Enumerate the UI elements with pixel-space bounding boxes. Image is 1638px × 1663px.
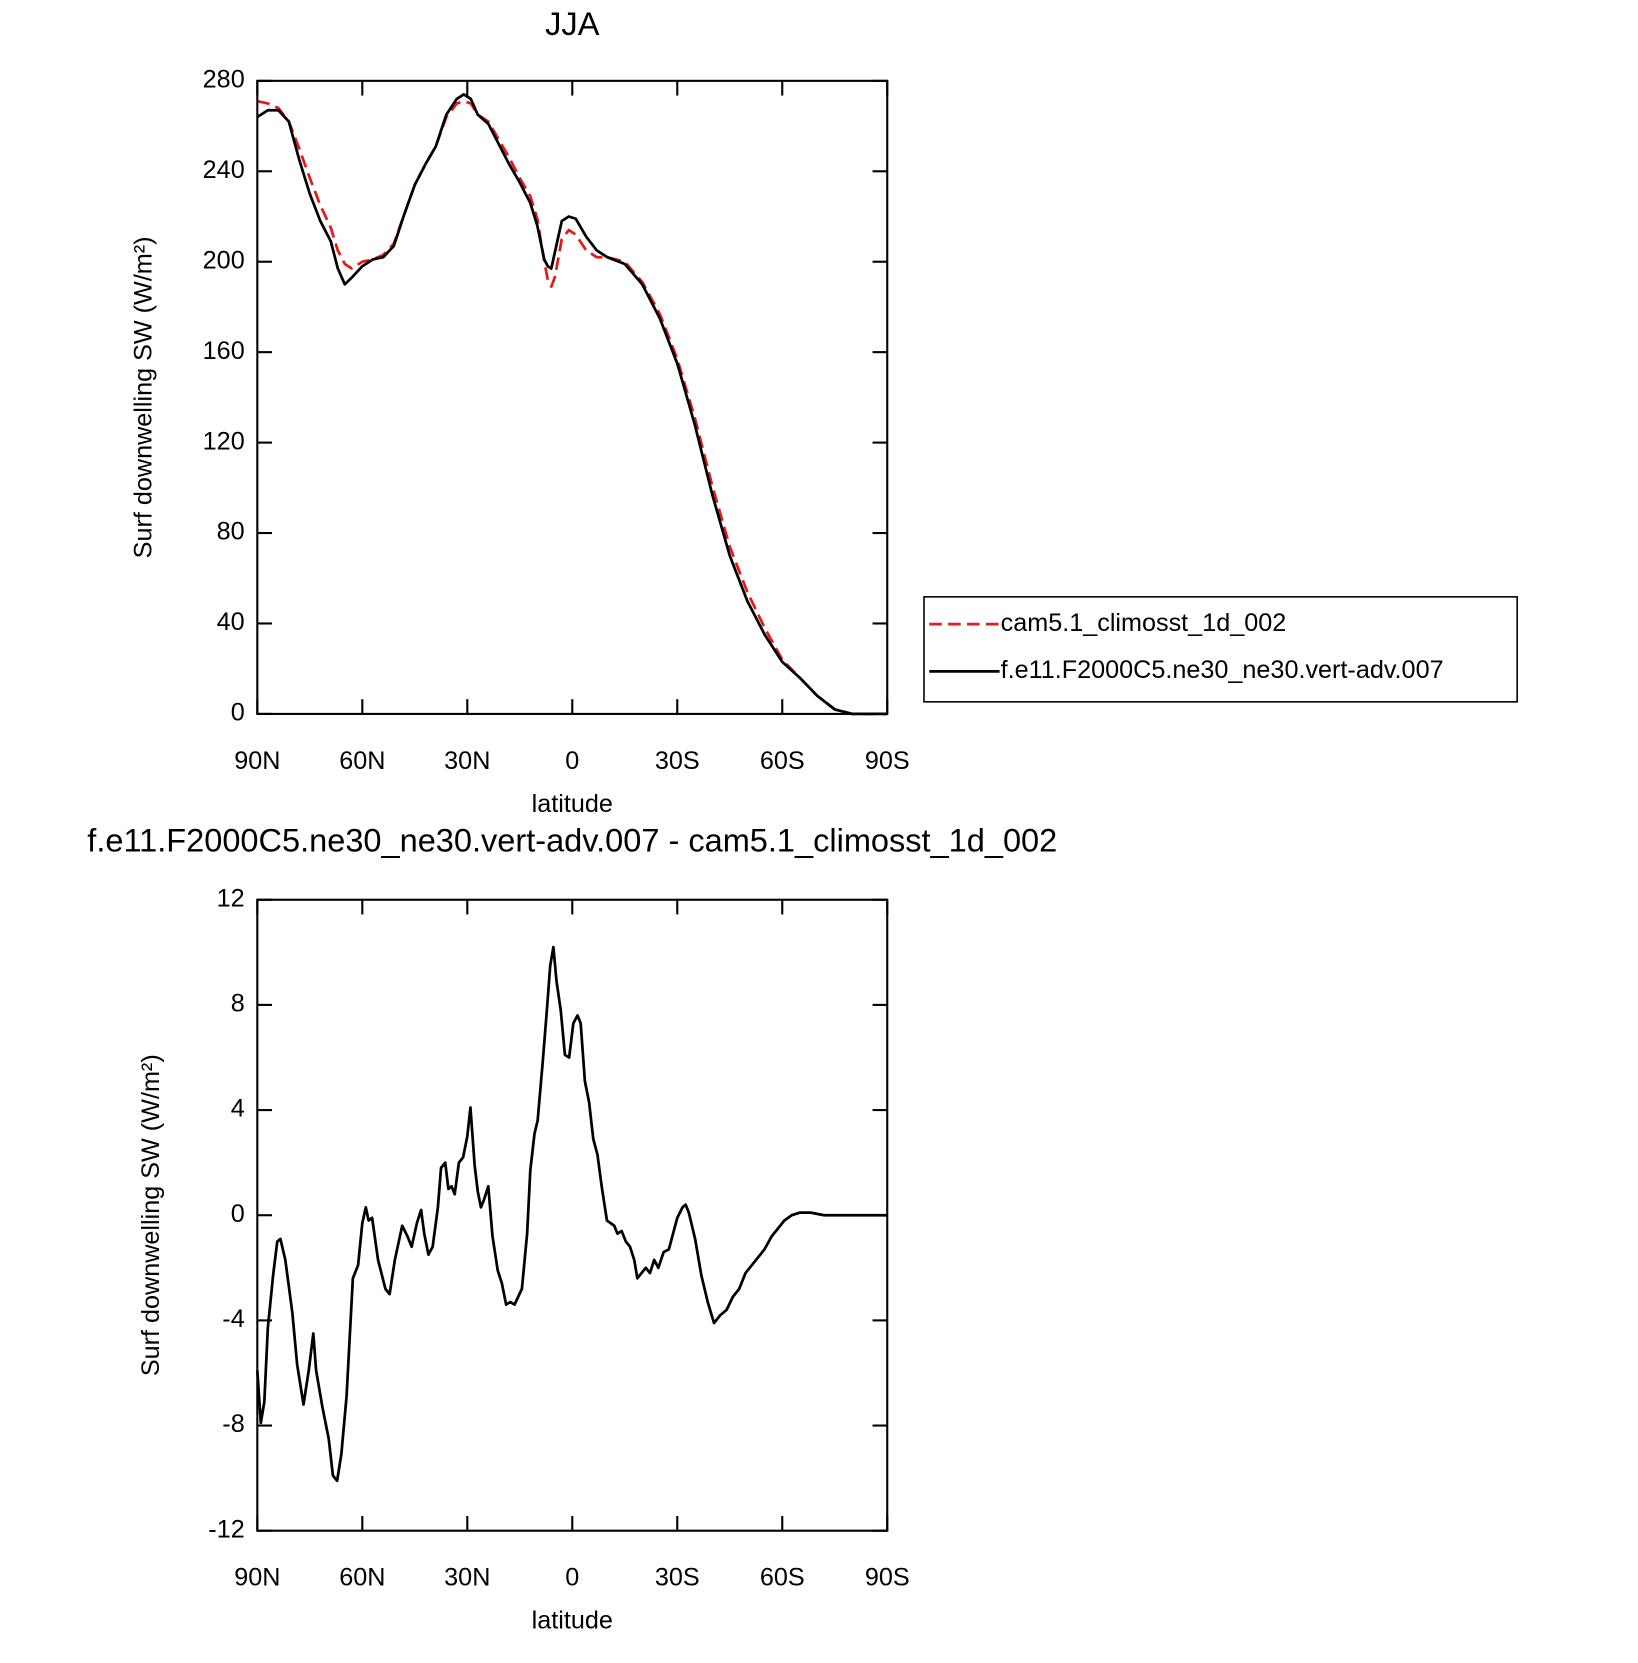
- x-tick-label: 30N: [444, 747, 490, 775]
- x-tick-label: 0: [565, 747, 579, 775]
- y-tick-label: 4: [231, 1095, 245, 1123]
- x-tick-label: 90N: [234, 747, 280, 775]
- chart-title: JJA: [545, 6, 600, 42]
- x-tick-label: 30S: [655, 1564, 700, 1592]
- y-axis-label: Surf downwelling SW (W/m²): [137, 1054, 165, 1376]
- plot-frame: [256, 79, 889, 715]
- y-tick-label: 200: [203, 246, 245, 274]
- y-tick-label: 240: [203, 156, 245, 184]
- y-tick-label: 8: [231, 990, 245, 1018]
- y-tick-label: 12: [217, 884, 245, 912]
- data-line: [255, 945, 888, 1483]
- data-line: [257, 99, 888, 716]
- y-tick-label: 120: [203, 427, 245, 455]
- x-tick-label: 30N: [444, 1564, 490, 1592]
- y-tick-label: 280: [203, 65, 245, 93]
- x-tick-label: 30S: [655, 747, 700, 775]
- y-tick-label: 40: [217, 608, 245, 636]
- y-tick-label: 160: [203, 337, 245, 365]
- x-tick-label: 60S: [760, 747, 805, 775]
- y-axis-label: Surf downwelling SW (W/m²): [130, 236, 158, 558]
- y-tick-label: -12: [208, 1515, 244, 1543]
- x-tick-label: 90S: [865, 747, 910, 775]
- x-tick-label: 60N: [339, 1564, 385, 1592]
- x-axis-label: latitude: [532, 1607, 613, 1635]
- y-tick-label: 80: [217, 518, 245, 546]
- legend-label: f.e11.F2000C5.ne30_ne30.vert-adv.007: [1001, 656, 1444, 684]
- x-tick-label: 90S: [865, 1564, 910, 1592]
- legend-box: [923, 596, 1518, 703]
- x-tick-label: 0: [565, 1564, 579, 1592]
- x-tick-label: 60S: [760, 1564, 805, 1592]
- x-tick-label: 90N: [234, 1564, 280, 1592]
- y-tick-label: -4: [222, 1305, 244, 1333]
- x-tick-label: 60N: [339, 747, 385, 775]
- chart-title: f.e11.F2000C5.ne30_ne30.vert-adv.007 - c…: [87, 823, 1057, 859]
- y-tick-label: 0: [231, 699, 245, 727]
- y-tick-label: 0: [231, 1200, 245, 1228]
- y-tick-label: -8: [222, 1410, 244, 1438]
- legend-label: cam5.1_climosst_1d_002: [1001, 609, 1287, 637]
- plot-frame: [256, 898, 889, 1532]
- x-axis-label: latitude: [532, 790, 613, 818]
- data-line: [256, 93, 888, 716]
